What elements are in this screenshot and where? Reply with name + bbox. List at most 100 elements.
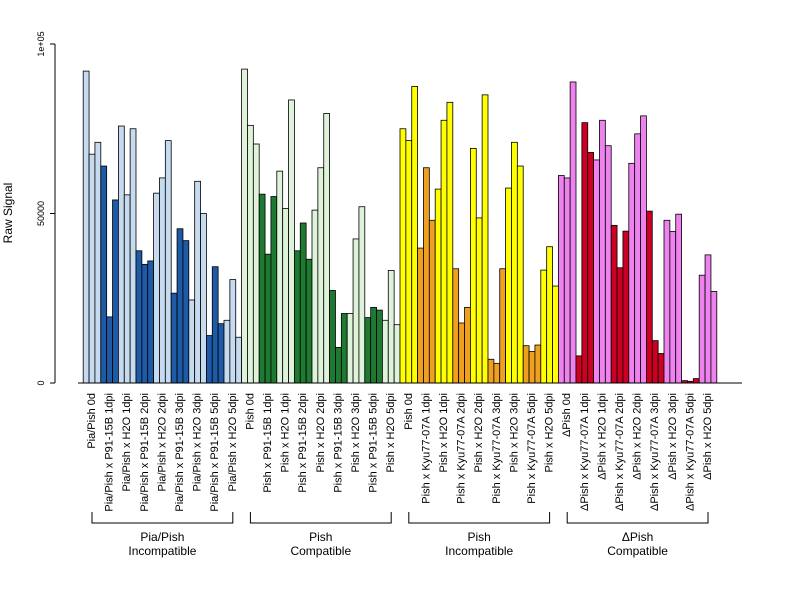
bar bbox=[464, 306, 471, 384]
bar bbox=[335, 346, 342, 384]
bar bbox=[205, 335, 213, 384]
bar bbox=[610, 224, 618, 384]
bar bbox=[293, 250, 301, 384]
bar bbox=[534, 344, 542, 384]
group-label-line1: Pish bbox=[309, 530, 332, 544]
bar bbox=[135, 250, 143, 384]
x-tick-label: Pish x H2O 5dpi bbox=[385, 393, 397, 472]
bar bbox=[182, 240, 190, 384]
bar bbox=[663, 219, 671, 384]
x-tick-label: Pish x H2O 2dpi bbox=[315, 393, 327, 472]
bar bbox=[493, 362, 501, 384]
bar bbox=[323, 113, 331, 384]
bar bbox=[264, 253, 272, 384]
bar bbox=[546, 246, 553, 384]
bar bbox=[376, 309, 383, 384]
bar bbox=[417, 247, 424, 384]
bar bbox=[299, 222, 307, 384]
x-tick-label: Pish x H2O 3dpi bbox=[508, 393, 520, 472]
bar bbox=[599, 119, 606, 384]
bar bbox=[692, 378, 700, 384]
bar bbox=[505, 187, 512, 384]
bar bbox=[657, 353, 665, 384]
bar bbox=[270, 196, 278, 384]
x-tick-label: Pish 0d bbox=[244, 393, 256, 430]
bar bbox=[276, 170, 284, 384]
bar bbox=[552, 285, 559, 384]
bar bbox=[118, 125, 125, 384]
group-bracket bbox=[249, 512, 392, 524]
group-bracket bbox=[91, 512, 234, 524]
bar bbox=[235, 336, 242, 384]
bar bbox=[581, 122, 589, 384]
x-tick-label: Pia/Pish x H2O 5dpi bbox=[227, 393, 239, 491]
bar bbox=[499, 268, 507, 384]
bar bbox=[164, 140, 172, 384]
group-label-line2: Incompatible bbox=[445, 544, 513, 558]
x-tick-label: Pish x H2O 2dpi bbox=[473, 393, 485, 472]
x-tick-label: ΔPish x Kyu77-07A 2dpi bbox=[614, 393, 626, 511]
bar bbox=[640, 115, 647, 384]
bar bbox=[340, 313, 348, 384]
group-label-line1: ΔPish bbox=[622, 530, 653, 544]
bar bbox=[634, 133, 641, 384]
bar bbox=[587, 152, 594, 384]
bar bbox=[200, 213, 207, 384]
bar bbox=[282, 208, 289, 384]
bar bbox=[352, 238, 360, 384]
bar bbox=[311, 209, 319, 384]
x-tick-label: ΔPish x H2O 2dpi bbox=[632, 393, 644, 480]
x-axis-labels: Pia/Pish 0d Pia/Pish x P91-15B 1dpi Pia/Pi… bbox=[86, 393, 714, 512]
group-label-line1: Pish bbox=[468, 530, 491, 544]
bar bbox=[563, 177, 571, 384]
x-tick-label: Pish x Kyu77-07A 2dpi bbox=[456, 393, 468, 504]
x-tick-label: Pish x Kyu77-07A 1dpi bbox=[420, 393, 432, 504]
y-tick-label: 50000 bbox=[36, 201, 46, 226]
bar bbox=[540, 269, 548, 384]
bar bbox=[622, 230, 630, 384]
bar bbox=[94, 141, 102, 384]
x-tick-label: Pia/Pish 0d bbox=[86, 393, 98, 449]
bar bbox=[317, 167, 325, 384]
bar bbox=[123, 194, 131, 384]
x-tick-label: ΔPish x Kyu77-07A 3dpi bbox=[649, 393, 661, 511]
bar bbox=[387, 270, 395, 384]
bar bbox=[511, 141, 518, 384]
bar bbox=[258, 193, 266, 384]
bar bbox=[247, 124, 254, 384]
bar bbox=[575, 355, 583, 384]
bar bbox=[405, 140, 413, 384]
bar bbox=[370, 306, 377, 384]
group-label-line2: Incompatible bbox=[128, 544, 196, 558]
bar bbox=[423, 167, 430, 384]
bar bbox=[188, 299, 196, 384]
x-tick-label: Pia/Pish x P91-15B 5dpi bbox=[209, 393, 221, 512]
bar bbox=[147, 260, 154, 384]
x-tick-label: ΔPish x Kyu77-07A 1dpi bbox=[579, 393, 591, 511]
bar bbox=[393, 324, 401, 384]
x-tick-label: Pia/Pish x H2O 1dpi bbox=[121, 393, 133, 491]
bar bbox=[159, 177, 166, 384]
bar bbox=[229, 279, 237, 384]
bar bbox=[434, 188, 442, 384]
x-tick-label: Pish x P91-15B 1dpi bbox=[262, 393, 274, 493]
group-bracket bbox=[408, 512, 551, 524]
bar bbox=[358, 206, 366, 384]
bar bbox=[522, 345, 530, 384]
x-tick-label: ΔPish x H2O 3dpi bbox=[667, 393, 679, 480]
bar bbox=[475, 217, 483, 384]
x-tick-label: Pish x Kyu77-07A 3dpi bbox=[491, 393, 503, 504]
bar bbox=[194, 180, 201, 384]
bar bbox=[106, 316, 113, 384]
x-tick-label: ΔPish x H2O 1dpi bbox=[596, 393, 608, 480]
bar bbox=[569, 81, 577, 384]
y-axis: 0 50000 1e+05 bbox=[36, 31, 56, 386]
bar bbox=[364, 317, 372, 384]
bar bbox=[428, 219, 436, 384]
x-tick-label: ΔPish x Kyu77-07A 5dpi bbox=[684, 393, 696, 511]
bar bbox=[710, 291, 718, 384]
bar bbox=[452, 268, 460, 384]
group-label-line1: Pia/Pish bbox=[140, 530, 184, 544]
bar bbox=[381, 319, 389, 384]
bar bbox=[675, 213, 682, 384]
